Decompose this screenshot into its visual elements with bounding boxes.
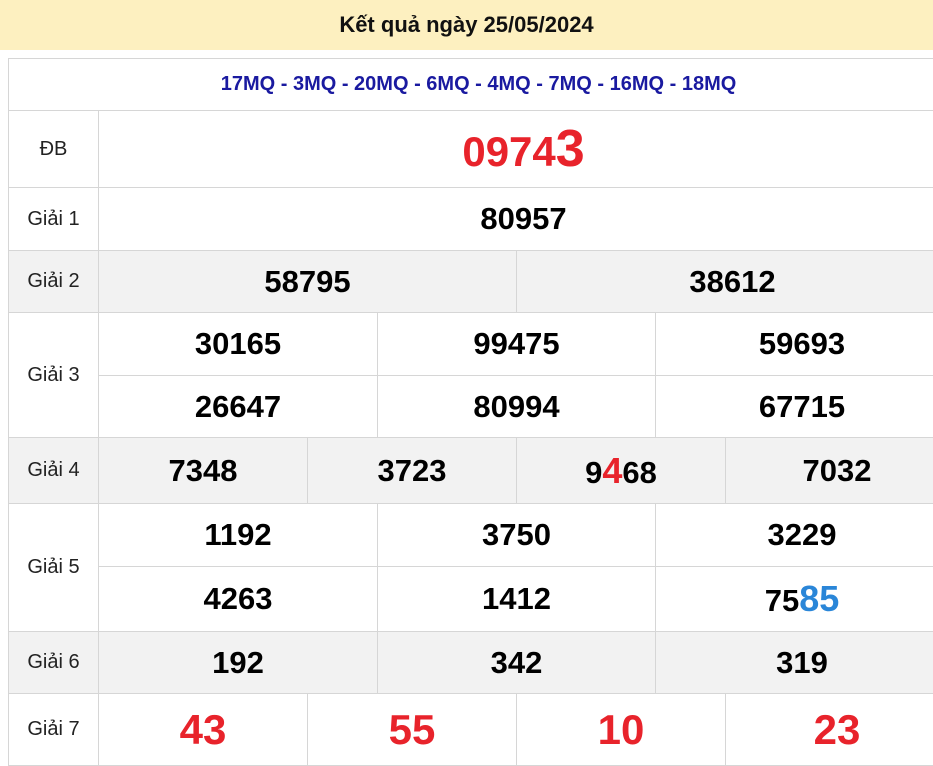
prize-row-g3b: 26647 80994 67715 [9, 376, 933, 438]
results-table-wrapper: 17MQ - 3MQ - 20MQ - 6MQ - 4MQ - 7MQ - 16… [8, 58, 933, 766]
prize-number: 7348 [99, 438, 308, 504]
prize-number: 7585 [656, 567, 933, 632]
prize-number: 319 [656, 632, 933, 694]
prize-number: 3750 [378, 504, 656, 567]
prize-row-g4: Giải 4 7348 3723 9468 7032 [9, 438, 933, 504]
number-prefix: 0974 [462, 128, 555, 175]
prize-label: Giải 3 [9, 313, 99, 438]
prize-number: 30165 [99, 313, 378, 376]
prize-row-g3: Giải 3 30165 99475 59693 [9, 313, 933, 376]
prize-number: 99475 [378, 313, 656, 376]
prize-number: 43 [99, 694, 308, 766]
prize-number: 38612 [517, 251, 933, 313]
results-table: 17MQ - 3MQ - 20MQ - 6MQ - 4MQ - 7MQ - 16… [8, 58, 933, 766]
prize-label: Giải 7 [9, 694, 99, 766]
prize-number: 55 [308, 694, 517, 766]
number-highlight: 3 [556, 120, 585, 178]
prize-number: 58795 [99, 251, 517, 313]
special-prize-number: 09743 [99, 111, 933, 188]
prize-number: 7032 [726, 438, 933, 504]
prize-number: 26647 [99, 376, 378, 438]
stations-row: 17MQ - 3MQ - 20MQ - 6MQ - 4MQ - 7MQ - 16… [9, 59, 933, 111]
prize-row-g1: Giải 1 80957 [9, 188, 933, 251]
prize-number: 67715 [656, 376, 933, 438]
header-title: Kết quả ngày 25/05/2024 [339, 12, 593, 38]
prize-label: Giải 4 [9, 438, 99, 504]
prize-label: ĐB [9, 111, 99, 188]
prize-number: 80957 [99, 188, 933, 251]
prize-row-g5b: 4263 1412 7585 [9, 567, 933, 632]
prize-number: 192 [99, 632, 378, 694]
prize-row-g5: Giải 5 1192 3750 3229 [9, 504, 933, 567]
prize-row-db: ĐB 09743 [9, 111, 933, 188]
prize-number: 10 [517, 694, 726, 766]
prize-row-g6: Giải 6 192 342 319 [9, 632, 933, 694]
prize-number: 23 [726, 694, 933, 766]
prize-number: 4263 [99, 567, 378, 632]
prize-number: 1412 [378, 567, 656, 632]
stations-list: 17MQ - 3MQ - 20MQ - 6MQ - 4MQ - 7MQ - 16… [9, 59, 933, 111]
prize-label: Giải 5 [9, 504, 99, 632]
prize-label: Giải 2 [9, 251, 99, 313]
prize-number: 3723 [308, 438, 517, 504]
prize-number: 3229 [656, 504, 933, 567]
prize-number: 80994 [378, 376, 656, 438]
prize-row-g2: Giải 2 58795 38612 [9, 251, 933, 313]
prize-row-g7: Giải 7 43 55 10 23 [9, 694, 933, 766]
prize-number: 9468 [517, 438, 726, 504]
prize-number: 342 [378, 632, 656, 694]
prize-label: Giải 6 [9, 632, 99, 694]
prize-number: 1192 [99, 504, 378, 567]
results-date-header: Kết quả ngày 25/05/2024 [0, 0, 933, 50]
prize-label: Giải 1 [9, 188, 99, 251]
prize-number: 59693 [656, 313, 933, 376]
